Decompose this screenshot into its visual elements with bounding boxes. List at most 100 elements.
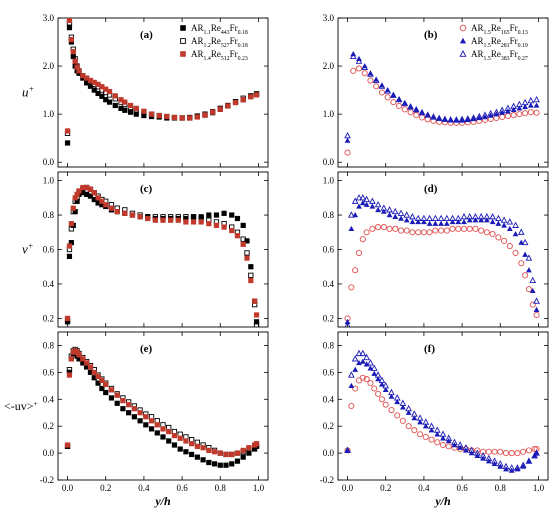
legend-entry-label-part: 1.5 (484, 56, 491, 62)
data-point (129, 212, 136, 218)
data-point (114, 392, 120, 398)
data-point (118, 105, 124, 111)
data-point (439, 441, 447, 449)
data-layer (344, 194, 540, 327)
data-point (508, 464, 516, 471)
data-point (80, 356, 86, 362)
data-point (223, 462, 229, 468)
data-point (183, 215, 189, 222)
data-point (99, 202, 105, 208)
data-point (453, 117, 460, 123)
data-point (156, 112, 162, 119)
data-point (519, 461, 527, 468)
data-point (391, 207, 399, 215)
data-point (435, 114, 443, 122)
y-tick-label: 0.2 (43, 313, 54, 323)
data-point (76, 352, 82, 358)
data-point (394, 398, 401, 405)
data-point (103, 202, 109, 208)
data-point (369, 203, 376, 209)
legend-entry-label-part: Re (491, 23, 501, 33)
data-point (395, 95, 403, 103)
x-tick-label: 0.0 (62, 483, 74, 493)
panel-b: 0.01.02.03.0(b)AR1.5Re165Fr0.13AR1.5Re28… (323, 13, 549, 168)
legend-marker (180, 25, 186, 31)
legend-entry-label-part: AR (471, 23, 484, 33)
data-point (355, 65, 363, 72)
data-point (152, 217, 158, 223)
legend-marker (459, 37, 467, 44)
data-point (367, 380, 374, 387)
y-axis-label-part: + (34, 399, 39, 408)
data-point (516, 111, 523, 118)
data-point (439, 430, 447, 437)
data-point (91, 79, 97, 86)
data-point (483, 213, 491, 220)
data-point (405, 404, 412, 412)
x-tick-label: 1.0 (253, 483, 265, 493)
data-point (148, 111, 155, 117)
legend-entry-label-part: 165 (501, 30, 510, 36)
data-point (206, 447, 212, 453)
data-point (348, 211, 355, 218)
data-point (198, 219, 204, 225)
data-point (160, 217, 166, 223)
data-point (420, 229, 427, 236)
plot-frame (337, 17, 549, 168)
data-point (87, 186, 94, 192)
data-point (99, 377, 105, 384)
data-point (76, 356, 82, 362)
data-point (495, 214, 502, 222)
data-point (378, 376, 386, 383)
data-point (506, 243, 513, 250)
data-point (375, 206, 381, 213)
x-tick-label: 0.6 (176, 483, 188, 493)
data-point (367, 70, 374, 77)
data-point (126, 402, 132, 408)
data-point (189, 451, 195, 458)
y-axis-label: v+ (22, 241, 33, 257)
data-point (434, 439, 441, 446)
data-point (95, 90, 101, 97)
data-point (240, 241, 246, 247)
data-point (66, 25, 73, 31)
data-point (95, 195, 101, 201)
data-point (344, 131, 351, 139)
data-point (516, 100, 523, 108)
legend-entry-label: AR1.1Re443Fr0.18 (191, 23, 248, 36)
data-point (403, 211, 411, 218)
data-point (64, 315, 71, 321)
data-point (522, 251, 528, 257)
data-point (234, 233, 241, 239)
data-point (244, 250, 250, 256)
data-point (225, 103, 231, 109)
data-point (190, 219, 197, 225)
data-point (399, 399, 407, 406)
series-1 (344, 374, 540, 457)
x-tick-label: 0.4 (418, 483, 430, 493)
data-point (68, 240, 74, 246)
data-point (80, 190, 86, 196)
y-tick-label: 0.0 (43, 157, 55, 167)
y-axis-label-part: + (28, 241, 34, 251)
data-point (131, 406, 137, 412)
y-tick-label: 3.0 (43, 13, 55, 23)
y-tick-label: 1.0 (43, 109, 55, 119)
series-2 (344, 358, 540, 473)
data-point (91, 87, 97, 93)
data-point (392, 225, 399, 232)
data-point (440, 435, 446, 441)
data-point (438, 220, 444, 226)
data-point (200, 445, 206, 451)
data-point (106, 99, 113, 105)
data-point (418, 108, 426, 116)
legend-entry-label-part: Re (211, 23, 221, 33)
data-layer (344, 51, 540, 156)
y-axis-label: <-uv>+ (4, 399, 39, 414)
data-point (70, 49, 76, 55)
data-point (422, 433, 429, 440)
data-point (355, 349, 363, 357)
data-point (154, 422, 160, 428)
data-point (466, 225, 473, 232)
data-point (522, 272, 529, 279)
